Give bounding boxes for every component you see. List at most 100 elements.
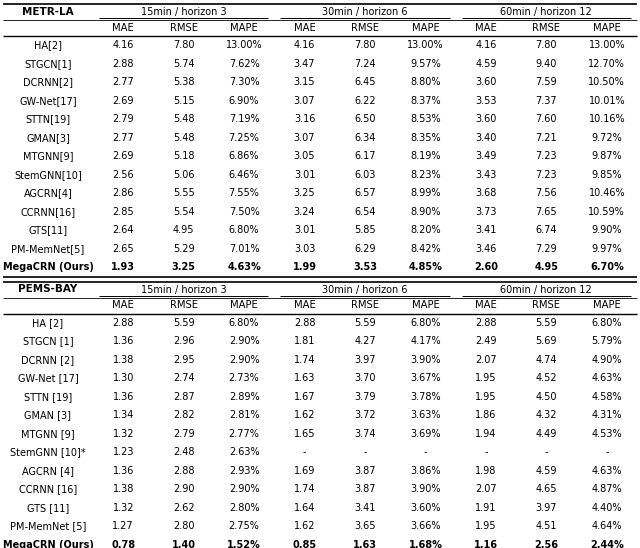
Text: MAPE: MAPE [412,23,439,33]
Text: MAPE: MAPE [230,300,258,311]
Text: 7.65: 7.65 [536,207,557,217]
Text: MegaCRN (Ours): MegaCRN (Ours) [3,540,93,548]
Text: 1.63: 1.63 [353,540,377,548]
Text: 2.56: 2.56 [113,170,134,180]
Text: 2.88: 2.88 [113,318,134,328]
Text: 4.17%: 4.17% [410,336,441,346]
Text: 3.79: 3.79 [355,392,376,402]
Text: 6.45: 6.45 [355,77,376,87]
Text: 2.90%: 2.90% [228,355,259,365]
Text: 1.23: 1.23 [113,447,134,457]
Text: 6.80%: 6.80% [591,318,622,328]
Text: 3.90%: 3.90% [410,484,441,494]
Text: PM-MemNet[5]: PM-MemNet[5] [12,244,84,254]
Text: 7.80: 7.80 [536,40,557,50]
Text: 2.62: 2.62 [173,503,195,513]
Text: 6.70%: 6.70% [590,262,623,272]
Text: 7.55%: 7.55% [228,189,260,198]
Text: 3.60%: 3.60% [410,503,441,513]
Text: 7.50%: 7.50% [228,207,259,217]
Text: 6.46%: 6.46% [229,170,259,180]
Text: 13.00%: 13.00% [407,40,444,50]
Text: 7.30%: 7.30% [228,77,259,87]
Text: 3.16: 3.16 [294,114,316,124]
Text: 1.93: 1.93 [111,262,135,272]
Text: 7.23: 7.23 [536,170,557,180]
Text: 3.25: 3.25 [172,262,196,272]
Text: 1.62: 1.62 [294,521,316,531]
Text: 5.06: 5.06 [173,170,195,180]
Text: 2.96: 2.96 [173,336,195,346]
Text: 3.72: 3.72 [354,410,376,420]
Text: 4.74: 4.74 [536,355,557,365]
Text: 7.25%: 7.25% [228,133,260,142]
Text: 7.62%: 7.62% [228,59,259,68]
Text: 4.49: 4.49 [536,429,557,439]
Text: 4.40%: 4.40% [591,503,622,513]
Text: 13.00%: 13.00% [588,40,625,50]
Text: 6.50: 6.50 [355,114,376,124]
Text: 1.32: 1.32 [113,429,134,439]
Text: GTS [11]: GTS [11] [27,503,69,513]
Text: 1.36: 1.36 [113,336,134,346]
Text: 2.88: 2.88 [475,318,497,328]
Text: 10.46%: 10.46% [588,189,625,198]
Text: 4.87%: 4.87% [591,484,622,494]
Text: 2.93%: 2.93% [228,466,259,476]
Text: 12.70%: 12.70% [588,59,625,68]
Text: DCRNN [2]: DCRNN [2] [21,355,75,365]
Text: 8.20%: 8.20% [410,225,441,235]
Text: 3.66%: 3.66% [410,521,441,531]
Text: 4.95: 4.95 [534,262,558,272]
Text: 3.87: 3.87 [355,466,376,476]
Text: 2.69: 2.69 [113,96,134,106]
Text: 4.31%: 4.31% [591,410,622,420]
Text: 6.03: 6.03 [355,170,376,180]
Text: 5.29: 5.29 [173,244,195,254]
Text: 2.48: 2.48 [173,447,195,457]
Text: 3.01: 3.01 [294,225,316,235]
Text: 2.80%: 2.80% [228,503,259,513]
Text: 4.63%: 4.63% [227,262,261,272]
Text: 4.50: 4.50 [536,392,557,402]
Text: 1.32: 1.32 [113,503,134,513]
Text: 4.63%: 4.63% [591,466,622,476]
Text: 30min / horizon 6: 30min / horizon 6 [323,7,408,17]
Text: STTN [19]: STTN [19] [24,392,72,402]
Text: 5.48: 5.48 [173,114,195,124]
Text: 6.90%: 6.90% [229,96,259,106]
Text: 6.54: 6.54 [355,207,376,217]
Text: PEMS-BAY: PEMS-BAY [19,284,77,294]
Text: 4.52: 4.52 [536,373,557,383]
Text: 3.03: 3.03 [294,244,316,254]
Text: 4.85%: 4.85% [408,262,442,272]
Text: 4.64%: 4.64% [591,521,622,531]
Text: RMSE: RMSE [351,23,379,33]
Text: 3.53: 3.53 [475,96,497,106]
Text: 2.88: 2.88 [173,466,195,476]
Text: 1.81: 1.81 [294,336,316,346]
Text: 1.99: 1.99 [292,262,317,272]
Text: 2.79: 2.79 [173,429,195,439]
Text: 9.72%: 9.72% [591,133,622,142]
Text: 2.80: 2.80 [173,521,195,531]
Text: 3.49: 3.49 [476,151,497,161]
Text: 2.82: 2.82 [173,410,195,420]
Text: 2.73%: 2.73% [228,373,259,383]
Text: 3.53: 3.53 [353,262,377,272]
Text: 3.01: 3.01 [294,170,316,180]
Text: RMSE: RMSE [532,300,561,311]
Text: PM-MemNet [5]: PM-MemNet [5] [10,521,86,531]
Text: 5.79%: 5.79% [591,336,622,346]
Text: 4.53%: 4.53% [591,429,622,439]
Text: 60min / horizon 12: 60min / horizon 12 [500,284,592,294]
Text: 3.41: 3.41 [355,503,376,513]
Text: 2.88: 2.88 [113,59,134,68]
Text: 1.63: 1.63 [294,373,316,383]
Text: RMSE: RMSE [170,300,198,311]
Text: StemGNN[10]: StemGNN[10] [14,170,82,180]
Text: 15min / horizon 3: 15min / horizon 3 [141,284,227,294]
Text: 8.90%: 8.90% [410,207,441,217]
Text: GMAN[3]: GMAN[3] [26,133,70,142]
Text: 2.07: 2.07 [475,484,497,494]
